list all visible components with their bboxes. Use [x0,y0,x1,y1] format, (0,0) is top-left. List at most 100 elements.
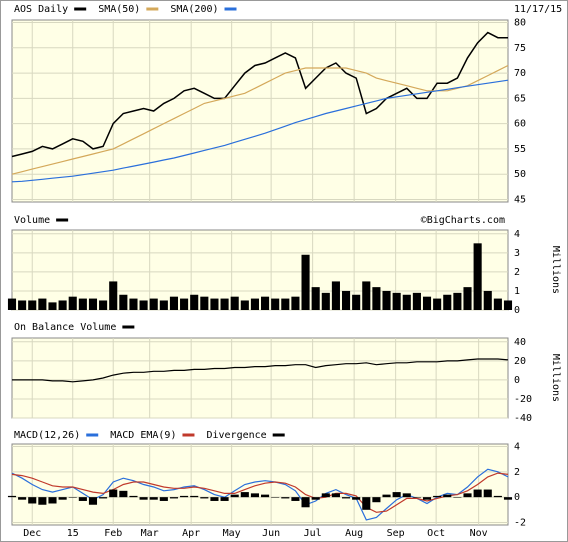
bar [88,497,98,505]
bar [311,287,320,310]
legend-label: AOS Daily [14,4,68,15]
bar [382,290,391,310]
legend-label: SMA(200) [170,4,218,15]
bar [58,497,67,500]
bar [109,489,118,498]
bar [149,298,158,310]
bar [139,300,148,310]
bar [169,497,179,499]
bar [433,298,442,310]
series-line [11,472,509,513]
bar [18,497,27,500]
bar [250,298,259,310]
bar [78,497,87,501]
bar [341,290,351,310]
bar [503,300,513,310]
bar [129,495,138,498]
bar [453,292,462,310]
plot-area [11,19,509,203]
bar [109,281,118,310]
bar [483,290,492,310]
plot-area [11,337,509,419]
bar [210,298,219,310]
bar [281,497,290,499]
y-tick-label: 1 [514,286,520,297]
x-tick-label: Oct [427,528,445,539]
bar [169,296,179,310]
bar [78,298,87,310]
bar [180,495,189,498]
x-tick-label: Nov [470,528,488,539]
watermark: ©BigCharts.com [421,215,505,226]
bar [493,298,502,310]
bar [159,497,168,501]
bar [271,497,280,498]
bar [402,493,411,498]
bar [392,292,401,310]
y-tick-label: 40 [514,337,526,348]
bar [119,490,128,498]
bar [250,493,259,498]
legend-label: On Balance Volume [14,322,116,333]
bar [190,294,199,310]
series-line [11,31,508,158]
bar [331,493,340,498]
bar [341,497,351,499]
bar [159,300,168,310]
y-tick-label: 75 [514,43,526,54]
bar [240,492,249,498]
bar [230,296,239,310]
x-tick-label: Jul [304,528,322,539]
legend-label: Divergence [206,430,266,441]
bar [412,497,421,498]
y-tick-label: 60 [514,119,526,130]
bar [463,493,472,498]
y-tick-label: 3 [514,248,520,259]
bar [372,287,381,310]
bar [412,292,421,310]
bar [443,294,452,310]
bar [200,296,209,310]
bar [99,300,108,310]
bar [362,497,371,510]
bar [190,495,199,498]
bar [220,298,229,310]
bar [321,493,330,498]
legend-label: Volume [14,215,50,226]
y-tick-label: 0 [514,492,520,503]
bar [180,298,189,310]
y-tick-label: 45 [514,194,526,205]
bar [261,494,270,498]
bar [483,489,492,498]
bar [18,300,27,310]
x-tick-label: May [223,528,241,539]
bar [88,298,98,310]
bar [220,497,229,501]
y-tick-label: -20 [514,394,532,405]
series-line [12,358,509,383]
bar [7,298,17,310]
bar [271,298,280,310]
y-tick-label: 4 [514,442,520,453]
y-tick-label: 65 [514,93,526,104]
bar [230,494,239,498]
bar [311,497,320,500]
bar [119,294,128,310]
bar [301,254,310,310]
y-tick-label: 80 [514,18,526,29]
bar [402,294,411,310]
legend-label: MACD(12,26) [14,430,80,441]
y-tick-label: 4 [514,229,520,240]
x-tick-label: Sep [387,528,405,539]
bar [200,497,209,499]
bar [48,302,57,310]
bar [443,494,452,498]
bar [58,300,67,310]
bar [301,497,310,508]
y-tick-label: 70 [514,68,526,79]
x-tick-label: Aug [345,528,363,539]
y-tick-label: 55 [514,144,526,155]
y-axis-label: Millions [550,354,561,402]
x-tick-label: Dec [23,528,41,539]
